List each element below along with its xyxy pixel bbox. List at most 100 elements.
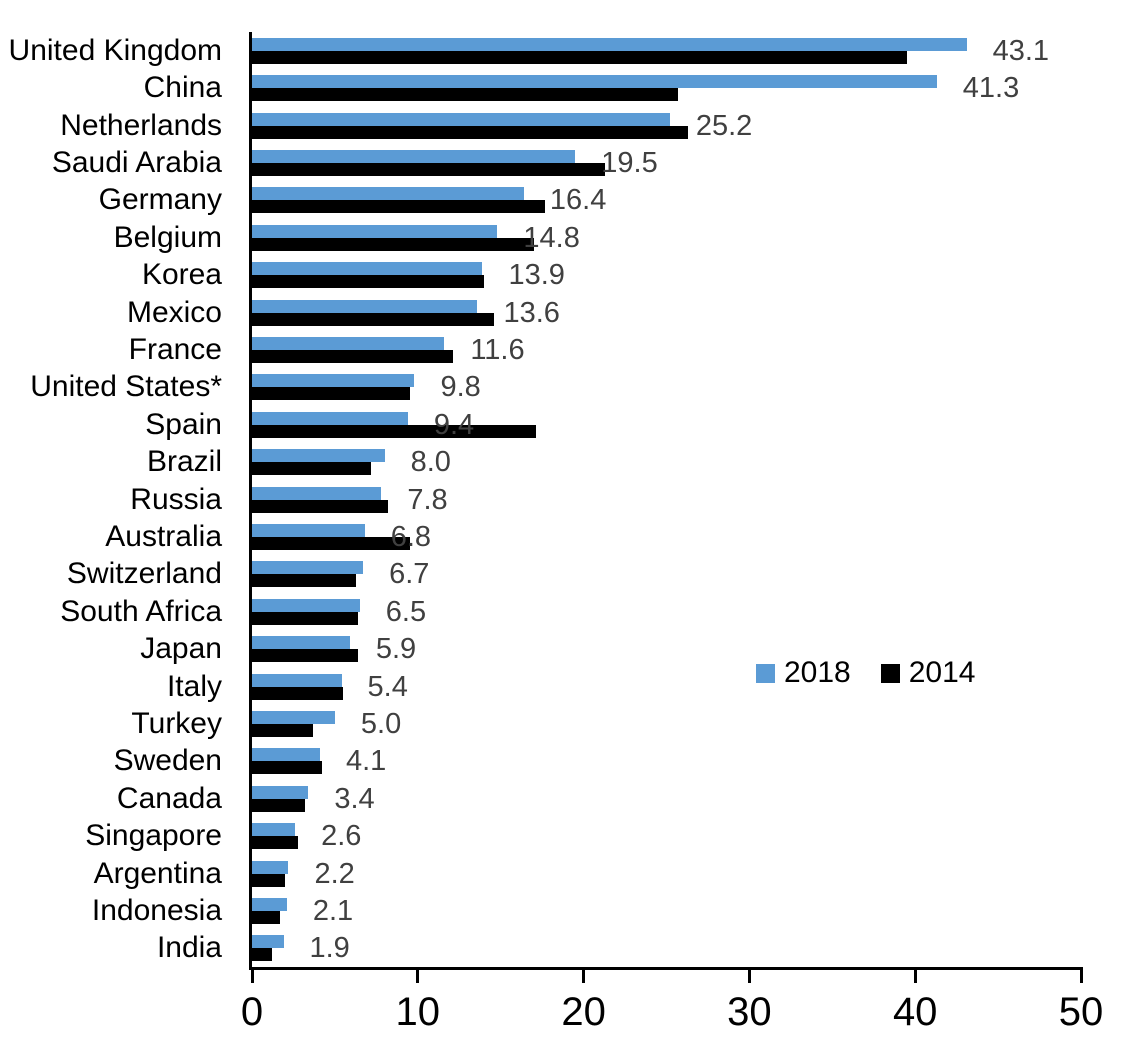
value-label: 11.6 bbox=[470, 333, 525, 366]
x-tick bbox=[250, 970, 254, 983]
value-label: 14.8 bbox=[523, 221, 580, 254]
value-label: 5.4 bbox=[367, 670, 408, 703]
bar-2014 bbox=[252, 649, 359, 663]
bar-2018 bbox=[252, 299, 478, 313]
category-label: Mexico bbox=[126, 295, 222, 329]
category-label: China bbox=[143, 71, 222, 105]
bar-2014 bbox=[252, 275, 485, 289]
bar-2014 bbox=[252, 910, 281, 924]
x-tick-label: 40 bbox=[892, 990, 938, 1034]
bar-2018 bbox=[252, 411, 408, 425]
x-axis-line bbox=[249, 967, 1083, 970]
value-label: 8.0 bbox=[410, 446, 451, 479]
legend-item-2014: 2014 bbox=[880, 656, 976, 689]
value-label: 19.5 bbox=[601, 146, 658, 179]
bar-2018 bbox=[252, 823, 296, 837]
value-label: 2.6 bbox=[321, 820, 362, 853]
category-label: Brazil bbox=[146, 445, 222, 479]
x-tick-label: 50 bbox=[1058, 990, 1104, 1034]
x-tick-label: 10 bbox=[395, 990, 441, 1034]
bar-2014 bbox=[252, 836, 299, 850]
bar-2014 bbox=[252, 798, 306, 812]
value-label: 16.4 bbox=[549, 184, 607, 217]
category-label: Sweden bbox=[113, 744, 222, 778]
value-label: 5.9 bbox=[375, 633, 417, 666]
category-label: United States* bbox=[30, 370, 222, 404]
bar-2018 bbox=[252, 224, 498, 238]
x-tick-label: 20 bbox=[561, 990, 606, 1034]
value-label: 2.2 bbox=[314, 857, 355, 890]
x-tick bbox=[416, 970, 420, 983]
category-label: Turkey bbox=[131, 706, 222, 740]
bar-2014 bbox=[252, 536, 410, 550]
value-label: 7.8 bbox=[407, 483, 448, 516]
bar-2018 bbox=[252, 710, 335, 724]
category-label: Spain bbox=[145, 407, 222, 441]
x-tick-label: 30 bbox=[727, 990, 772, 1034]
bar-2018 bbox=[252, 636, 350, 650]
legend-label-2014: 2014 bbox=[908, 656, 976, 689]
bar-2014 bbox=[252, 761, 322, 775]
bar-2014 bbox=[252, 237, 534, 251]
value-label: 2.1 bbox=[312, 894, 354, 927]
value-label: 6.8 bbox=[390, 520, 432, 553]
legend: 2018 2014 bbox=[756, 657, 976, 689]
bar-2018 bbox=[252, 935, 284, 949]
bar-2018 bbox=[252, 449, 385, 463]
category-label: Saudi Arabia bbox=[51, 145, 222, 179]
bar-2018 bbox=[252, 598, 360, 612]
bar-2014 bbox=[252, 312, 495, 326]
x-tick bbox=[913, 970, 917, 983]
x-tick-label: 0 bbox=[240, 990, 264, 1034]
bar-2018 bbox=[252, 37, 967, 51]
bar-2014 bbox=[252, 462, 372, 476]
bar-2018 bbox=[252, 785, 309, 799]
category-label: Argentina bbox=[93, 856, 222, 890]
bar-2014 bbox=[252, 125, 689, 139]
legend-swatch-2014 bbox=[880, 663, 900, 683]
value-label: 4.1 bbox=[345, 745, 387, 778]
bar-2018 bbox=[252, 149, 576, 163]
value-label: 6.5 bbox=[385, 595, 427, 628]
bar-2018 bbox=[252, 336, 445, 350]
bar-2018 bbox=[252, 561, 364, 575]
bar-2014 bbox=[252, 200, 546, 214]
category-label: Italy bbox=[166, 669, 222, 703]
bar-2014 bbox=[252, 723, 314, 737]
value-label: 9.4 bbox=[433, 408, 475, 441]
bar-2018 bbox=[252, 523, 365, 537]
bar-2018 bbox=[252, 860, 289, 874]
value-label: 43.1 bbox=[992, 34, 1050, 67]
category-label: Canada bbox=[116, 781, 222, 815]
x-tick bbox=[747, 970, 751, 983]
value-label: 5.0 bbox=[360, 707, 402, 740]
bar-2014 bbox=[252, 948, 272, 962]
category-label: United Kingdom bbox=[8, 33, 222, 67]
category-label: Netherlands bbox=[60, 108, 222, 142]
category-label: Belgium bbox=[113, 220, 222, 254]
value-label: 3.4 bbox=[334, 782, 375, 815]
bar-2018 bbox=[252, 673, 342, 687]
x-tick bbox=[1079, 970, 1083, 983]
legend-item-2018: 2018 bbox=[756, 657, 851, 689]
bar-2014 bbox=[252, 88, 679, 102]
category-label: Switzerland bbox=[66, 557, 222, 591]
category-label: Singapore bbox=[85, 819, 222, 853]
category-label: Japan bbox=[140, 632, 222, 666]
bar-2014 bbox=[252, 499, 388, 513]
legend-label-2018: 2018 bbox=[784, 656, 851, 689]
bar-2018 bbox=[252, 897, 287, 911]
bar-2014 bbox=[252, 873, 286, 887]
bar-2018 bbox=[252, 112, 670, 126]
category-label: India bbox=[156, 931, 222, 965]
value-label: 41.3 bbox=[962, 72, 1020, 105]
legend-swatch-2018 bbox=[756, 663, 775, 683]
category-label: Russia bbox=[130, 482, 222, 516]
bar-2014 bbox=[252, 50, 907, 64]
value-label: 6.7 bbox=[389, 558, 430, 591]
bar-2014 bbox=[252, 424, 536, 438]
bar-2018 bbox=[252, 748, 320, 762]
value-label: 1.9 bbox=[309, 932, 350, 965]
category-label: Germany bbox=[98, 183, 222, 217]
